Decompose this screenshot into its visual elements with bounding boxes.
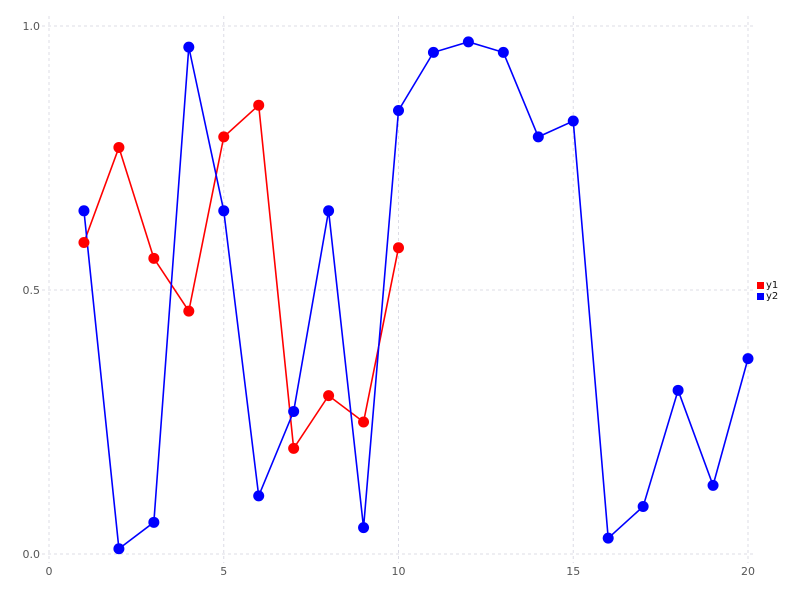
data-point-y1: [253, 99, 265, 111]
x-tick-label: 5: [220, 565, 227, 578]
data-point-y1: [218, 131, 230, 143]
data-point-y2: [707, 479, 719, 491]
data-point-y2: [218, 205, 230, 217]
data-point-y2: [183, 41, 195, 53]
data-point-y2: [323, 205, 335, 217]
data-point-y2: [393, 104, 404, 116]
data-point-y2: [637, 500, 649, 512]
data-point-y1: [183, 305, 195, 317]
legend-item-y1: y1: [757, 280, 778, 291]
data-point-y2: [113, 543, 125, 555]
data-point-y1: [148, 252, 160, 264]
data-point-y1: [113, 141, 125, 153]
x-tick-label: 10: [392, 565, 406, 578]
data-point-y1: [288, 442, 300, 454]
series-line-y1: [83, 103, 400, 451]
data-point-y2: [288, 405, 300, 417]
series-line-y2: [83, 41, 749, 551]
data-point-y2: [742, 353, 754, 365]
legend: y1 y2: [757, 280, 778, 302]
legend-item-y2: y2: [757, 291, 778, 302]
x-tick-label: 15: [566, 565, 580, 578]
data-point-y2: [497, 46, 509, 58]
data-point-y1: [323, 390, 335, 402]
data-point-y1: [393, 242, 404, 254]
data-point-y2: [427, 46, 439, 58]
legend-label-y1: y1: [766, 280, 779, 291]
data-point-y2: [358, 522, 370, 534]
data-point-y2: [672, 384, 684, 396]
data-point-y2: [78, 205, 90, 217]
y-tick-label: 0.5: [23, 284, 41, 297]
data-point-y2: [253, 490, 265, 502]
data-point-y2: [567, 115, 579, 127]
legend-label-y2: y2: [766, 291, 779, 302]
data-point-y2: [462, 36, 474, 48]
legend-swatch-y2-icon: [757, 293, 764, 300]
data-point-y2: [602, 532, 614, 544]
legend-swatch-y1-icon: [757, 282, 764, 289]
data-point-y1: [78, 236, 90, 248]
y-tick-label: 0.0: [23, 548, 41, 561]
data-point-y2: [148, 516, 160, 528]
data-point-y2: [532, 131, 544, 143]
x-tick-label: 0: [46, 565, 53, 578]
x-tick-label: 20: [741, 565, 755, 578]
y-tick-label: 1.0: [23, 20, 41, 33]
data-point-y1: [358, 416, 370, 428]
